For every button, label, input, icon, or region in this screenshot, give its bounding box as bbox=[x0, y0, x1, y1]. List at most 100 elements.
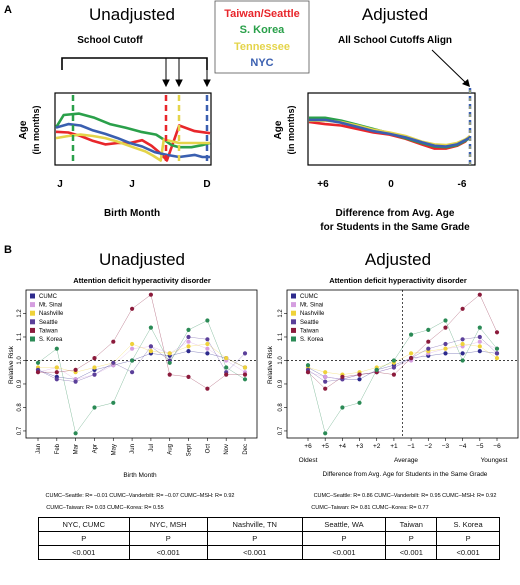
x-tick-label: Jul bbox=[149, 444, 155, 452]
data-point-nashville bbox=[54, 365, 59, 370]
table-header-cell: S. Korea bbox=[436, 517, 500, 532]
data-point-seattle bbox=[391, 365, 396, 370]
legend-swatch bbox=[291, 319, 296, 325]
y-tick-label: 0.9 bbox=[17, 379, 23, 388]
legend-nyc: NYC bbox=[250, 57, 273, 69]
data-point-taiwan bbox=[443, 325, 448, 330]
data-point-nashville bbox=[167, 351, 172, 356]
legend-taiwan-seattle: Taiwan/Seattle bbox=[224, 8, 300, 20]
data-point-s-korea bbox=[224, 365, 229, 370]
table-p-cell: P bbox=[436, 531, 500, 546]
y-tick-label: 1.2 bbox=[17, 309, 23, 318]
data-point-seattle bbox=[148, 344, 153, 349]
legend-entry: CUMC bbox=[300, 294, 319, 300]
x-tick-label: Sept bbox=[187, 444, 193, 457]
data-point-s-korea bbox=[460, 358, 465, 363]
ylabel-months-a-left: (in months) bbox=[31, 106, 41, 155]
legend-swatch bbox=[30, 293, 35, 299]
data-point-taiwan bbox=[323, 386, 328, 391]
data-point-taiwan bbox=[242, 372, 248, 377]
ylabel-months-a-right: (in months) bbox=[286, 106, 296, 155]
data-point-taiwan bbox=[426, 339, 431, 344]
xtick-a-left-0: J bbox=[57, 179, 63, 190]
data-point-s-korea bbox=[242, 377, 248, 382]
table-header-cell: NYC, CUMC bbox=[38, 517, 130, 532]
data-point-mt-sinai bbox=[186, 339, 191, 344]
legend-swatch bbox=[291, 310, 296, 316]
data-point-taiwan bbox=[391, 372, 396, 377]
data-point-seattle bbox=[494, 351, 500, 356]
table-value-cell: <0.001 bbox=[38, 545, 130, 560]
data-point-s-korea bbox=[167, 360, 172, 365]
legend-entry: Taiwan bbox=[39, 328, 58, 334]
data-point-taiwan bbox=[167, 372, 172, 377]
legend-entry: Taiwan bbox=[300, 328, 319, 334]
x-tick-label: +6 bbox=[304, 443, 312, 450]
ylabel-rr-right: Relative Risk bbox=[267, 345, 274, 384]
data-point-taiwan bbox=[357, 372, 362, 377]
data-point-s-korea bbox=[391, 358, 396, 363]
series-line-taiwan-seattle bbox=[55, 124, 211, 162]
data-point-nashville bbox=[92, 365, 97, 370]
data-point-seattle bbox=[426, 346, 431, 351]
data-point-taiwan bbox=[305, 370, 311, 375]
panel-a-label: A bbox=[4, 4, 12, 16]
plot-frame bbox=[25, 289, 258, 439]
unadjusted-title-a: Unadjusted bbox=[89, 5, 175, 24]
data-point-s-korea bbox=[357, 400, 362, 405]
table-row: <0.001 <0.001 <0.001 <0.001 <0.001 <0.00… bbox=[38, 545, 500, 560]
series-line-nashville bbox=[38, 343, 246, 373]
ylabel-age-a-left: Age bbox=[18, 120, 29, 139]
table-header-cell: Nashville, TN bbox=[206, 517, 303, 532]
xlabel-diff-b: Difference from Avg. Age for Students in… bbox=[323, 471, 488, 478]
data-point-s-korea bbox=[111, 400, 116, 405]
legend-swatch bbox=[30, 327, 35, 333]
data-point-s-korea bbox=[35, 360, 41, 365]
data-point-nashville bbox=[477, 344, 482, 349]
cutoffs-align-label: All School Cutoffs Align bbox=[338, 35, 452, 46]
y-tick-label: 0.8 bbox=[278, 403, 284, 412]
data-point-taiwan bbox=[205, 386, 210, 391]
xtick-a-right-1: 0 bbox=[388, 179, 394, 190]
unadjusted-title-b: Unadjusted bbox=[99, 250, 185, 269]
series-line-s-korea bbox=[37, 320, 246, 434]
series-line-seattle bbox=[37, 336, 246, 382]
data-point-nashville bbox=[443, 346, 448, 351]
adjusted-title-a: Adjusted bbox=[362, 5, 428, 24]
legend-swatch bbox=[30, 336, 35, 342]
data-point-s-korea bbox=[340, 405, 345, 410]
ylabel-rr-left: Relative Risk bbox=[8, 345, 15, 384]
table-value-cell: <0.001 bbox=[206, 545, 303, 560]
x-tick-label: Jan bbox=[36, 444, 42, 454]
y-tick-label: 1.0 bbox=[17, 356, 23, 365]
stats-right-line2: CUMC–Taiwan: R= 0.81 CUMC–Korea: R= 0.77 bbox=[311, 505, 428, 511]
align-arrow bbox=[431, 49, 466, 83]
x-tick-label: Feb bbox=[55, 443, 61, 454]
x-tick-label: −5 bbox=[476, 443, 484, 450]
y-tick-label: 1.1 bbox=[17, 332, 23, 341]
legend-swatch bbox=[291, 336, 296, 342]
data-point-nashville bbox=[460, 341, 465, 347]
legend-entry: Nashville bbox=[300, 311, 325, 317]
series-line-taiwan bbox=[38, 294, 245, 390]
data-point-s-korea bbox=[305, 363, 311, 368]
legend-box-a bbox=[214, 0, 310, 74]
right-plot-frame-a bbox=[307, 92, 476, 166]
data-point-cumc bbox=[477, 349, 482, 354]
school-cutoff-label: School Cutoff bbox=[77, 35, 143, 46]
x-tick-label: Dec bbox=[243, 444, 249, 455]
data-point-nashville bbox=[409, 351, 414, 356]
legend-entry: Seattle bbox=[300, 320, 319, 326]
xtick-a-right-2: -6 bbox=[458, 179, 467, 190]
data-point-seattle bbox=[54, 377, 59, 382]
x-tick-label: −6 bbox=[493, 443, 501, 450]
y-tick-label: 1.2 bbox=[278, 309, 284, 318]
stats-left-line1: CUMC–Seattle: R= –0.01 CUMC–Vanderbilt: … bbox=[46, 493, 235, 499]
adhd-unadjusted-plot: 0.7 0.8 0.9 1.0 1.1 1.2 Jan Feb Mar Apr May Jun Jul A… bbox=[17, 289, 258, 457]
adhd-subtitle-right: Attention deficit hyperactivity disorder bbox=[329, 276, 467, 285]
x-tick-label: +1 bbox=[390, 443, 398, 450]
data-point-taiwan bbox=[35, 370, 41, 375]
legend-swatch bbox=[291, 293, 296, 299]
data-point-seattle bbox=[111, 360, 116, 365]
legend-korea: S. Korea bbox=[240, 24, 286, 36]
